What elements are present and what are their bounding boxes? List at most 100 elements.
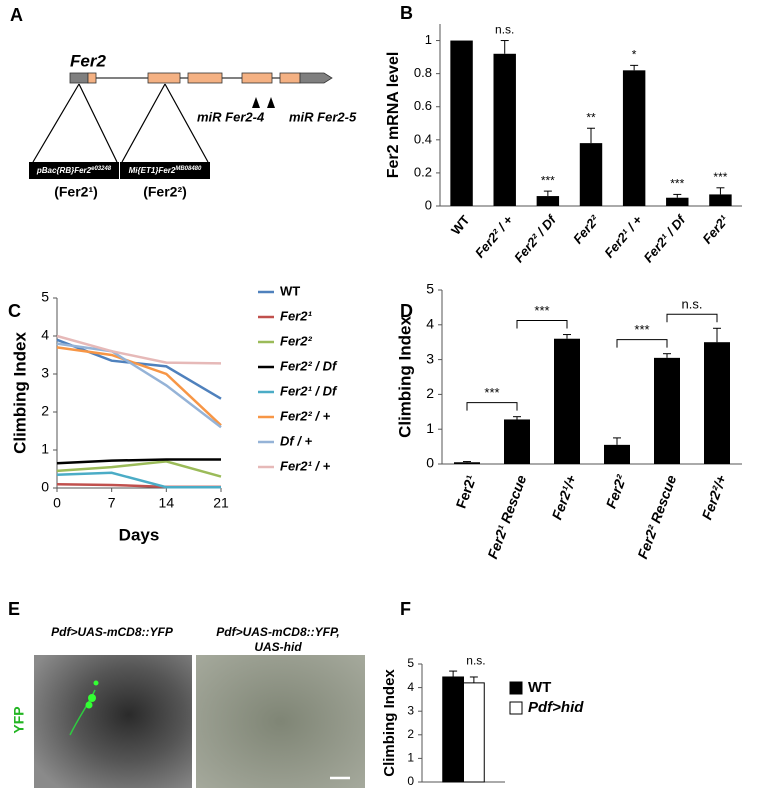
y-tick-label: 4 [41,327,49,343]
y-tick-label: 1 [426,420,434,436]
bar [493,53,516,207]
x-tick-label: Fer2¹ Rescue [484,473,529,561]
line [56,334,222,365]
y-axis-label: Climbing Index [10,332,29,454]
panel-label: F [400,599,411,619]
mir-arrowhead [267,97,275,108]
y-axis-label: Climbing Index [381,669,398,777]
bar [622,70,646,206]
y-axis-label: Fer2 mRNA level [385,52,402,179]
bar [442,676,464,783]
gene-diagram: Fer2 pBac{RB}Fer2e03248 Mi{ET1}Fer2MB084… [29,51,357,200]
microscopy: Pdf>UAS-mCD8::YFP Pdf>UAS-mCD8::YFP, UAS… [11,625,365,788]
insertion-name-main: Mi{ET1}Fer2 [129,166,176,175]
panel-label: C [8,301,21,321]
image-yfp [34,655,192,788]
bar [450,40,473,206]
bar [536,196,560,206]
significance-label: ** [586,110,596,124]
x-tick-label: Fer2¹ [453,473,480,511]
legend-label: WT [280,283,300,298]
yfp-cell [88,694,96,702]
exon [147,72,181,84]
significance-bracket [666,313,718,323]
y-tick-label: 0 [407,774,414,788]
allele-name: (Fer2²) [143,184,187,200]
legend-label: Pdf>hid [528,699,584,716]
y-tick-label: 3 [41,365,49,381]
significance-bracket [466,402,518,411]
legend-label: Fer2² / Df [280,358,338,373]
y-tick-label: 2 [407,727,414,741]
y-tick-label: 0 [425,197,432,212]
insertion-triangle [121,83,209,163]
utr [299,72,333,84]
y-tick-label: 2 [426,385,434,401]
exon [241,72,273,84]
channel-label: YFP [11,706,27,733]
y-tick-label: 4 [426,316,434,332]
image-hid [196,655,365,788]
bar [504,419,530,464]
significance-label: n.s. [466,653,485,667]
significance-bracket [516,320,568,329]
insertion-box [120,162,210,179]
line [56,346,222,427]
significance-label: n.s. [682,297,703,312]
y-tick-label: 0.2 [414,164,432,179]
x-tick-label: 7 [108,495,116,511]
legend-label: Fer2¹ / + [280,458,331,473]
x-tick-label: Fer2¹/+ [548,473,579,522]
exon [187,72,223,84]
gene-name: Fer2 [70,51,106,70]
y-tick-label: 0 [41,479,49,495]
bar [454,462,480,464]
legend-label: WT [528,679,551,696]
x-tick-label: Fer2² / + [472,212,516,260]
y-tick-label: 1 [425,32,432,47]
y-tick-label: 0.8 [414,65,432,80]
x-tick-label: 14 [159,495,175,511]
bar [604,444,630,464]
insertion-name: Mi{ET1}Fer2MB08480 [129,166,202,176]
panel-label: D [400,301,413,321]
x-tick-label: Fer2¹ / + [601,212,645,260]
significance-label: * [632,48,637,62]
x-tick-label: Fer2² [603,473,630,511]
x-tick-label: Fer2² / Df [511,211,560,265]
image-title: Pdf>UAS-mCD8::YFP, [216,625,339,639]
mir-arrowhead [252,97,260,108]
mir-label: miR Fer2-5 [289,109,357,124]
legend-label: Fer2² / + [280,408,331,423]
legend-label: Df / + [280,433,313,448]
significance-label: *** [713,170,727,184]
bar [709,194,732,206]
yfp-signal [69,689,96,736]
bar [554,338,580,464]
panel-label: B [400,3,413,23]
exon [87,72,97,84]
significance-label: n.s. [495,23,514,37]
significance-label: *** [670,177,684,191]
x-tick-label: 0 [53,495,61,511]
significance-label: *** [634,322,649,337]
legend-label: Fer2² [280,333,312,348]
x-tick-label: 21 [213,495,229,511]
legend-swatch [509,681,523,695]
bar [579,143,603,206]
insertion-name-main: pBac{RB}Fer2 [36,166,92,175]
significance-label: *** [534,303,549,318]
x-axis-label: Days [119,525,160,544]
y-axis-label: Climbing Index [395,316,414,438]
image-title: UAS-hid [254,640,302,654]
insertion-name-sup: e03248 [91,166,112,172]
legend-swatch [509,701,523,715]
allele-name: (Fer2¹) [54,184,98,200]
yfp-cell [93,680,99,686]
x-tick-label: WT [448,212,473,237]
legend-label: Fer2¹ [280,308,312,323]
line [56,342,222,429]
y-tick-label: 1 [41,441,49,457]
mir-label: miR Fer2-4 [197,109,265,124]
